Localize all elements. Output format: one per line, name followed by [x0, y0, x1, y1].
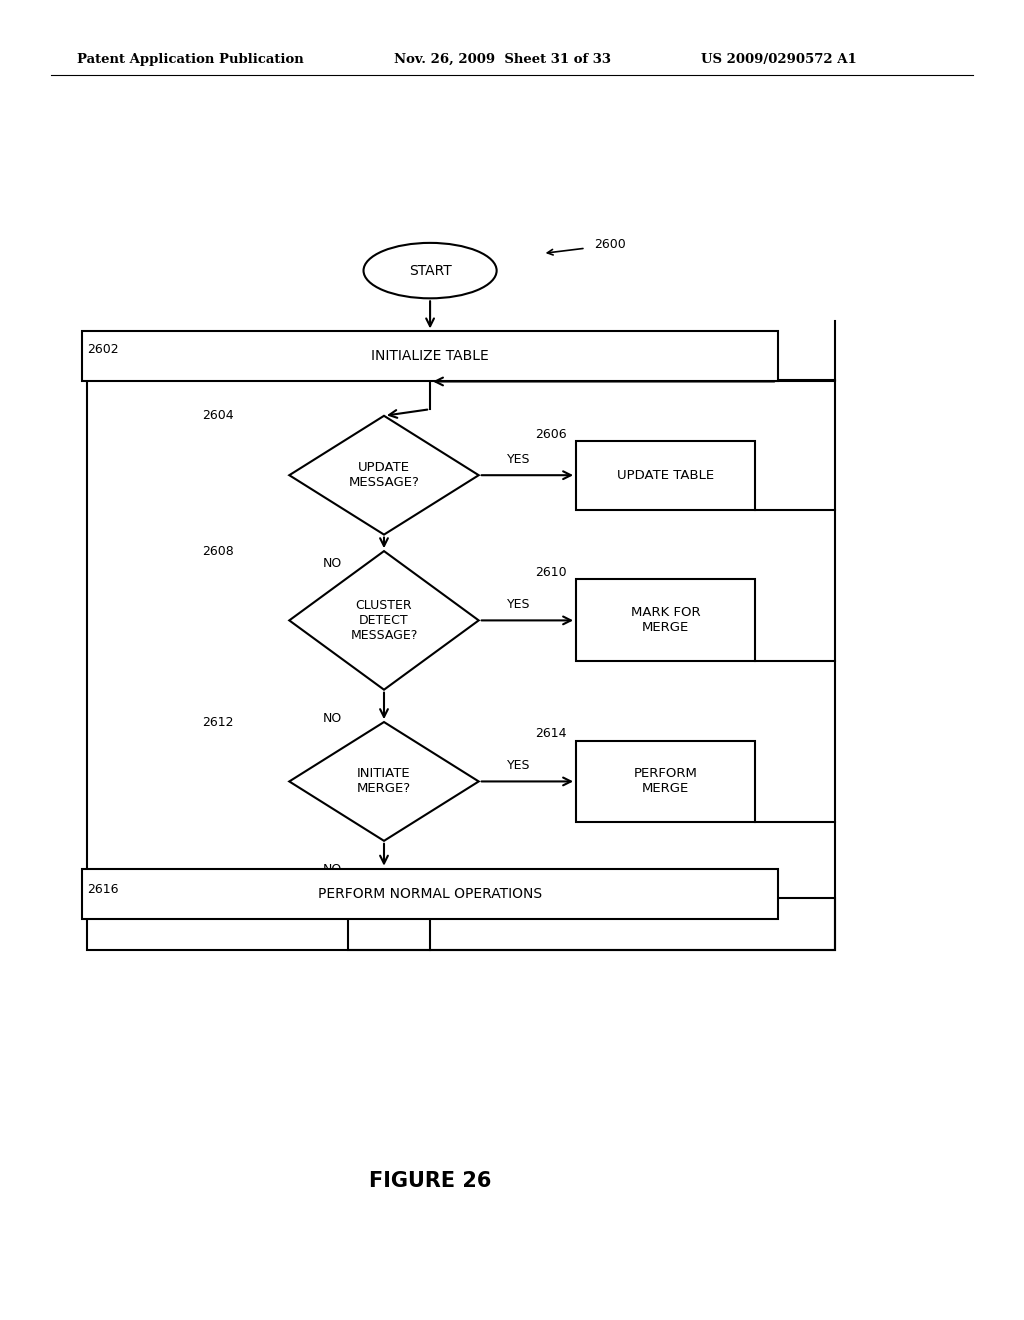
Text: NO: NO	[323, 557, 342, 570]
Text: YES: YES	[507, 453, 530, 466]
Text: INITIATE
MERGE?: INITIATE MERGE?	[357, 767, 411, 796]
Bar	[87, 380, 835, 950]
Text: MARK FOR
MERGE: MARK FOR MERGE	[631, 606, 700, 635]
Text: PERFORM
MERGE: PERFORM MERGE	[634, 767, 697, 796]
Text: 2602: 2602	[87, 343, 119, 356]
Text: 2606: 2606	[535, 428, 566, 441]
Ellipse shape	[364, 243, 497, 298]
Text: UPDATE TABLE: UPDATE TABLE	[617, 469, 714, 482]
Text: 2604: 2604	[202, 409, 233, 422]
Polygon shape	[289, 416, 479, 535]
Bar	[348, 898, 835, 950]
Text: NO: NO	[323, 713, 342, 725]
Text: PERFORM NORMAL OPERATIONS: PERFORM NORMAL OPERATIONS	[318, 887, 542, 900]
Bar	[82, 331, 778, 381]
Text: START: START	[409, 264, 452, 277]
Bar	[575, 741, 756, 822]
Text: 2616: 2616	[87, 883, 119, 896]
Text: Patent Application Publication: Patent Application Publication	[77, 53, 303, 66]
Text: 2614: 2614	[535, 727, 566, 741]
Text: CLUSTER
DETECT
MESSAGE?: CLUSTER DETECT MESSAGE?	[350, 599, 418, 642]
Bar	[575, 579, 756, 661]
Bar	[82, 869, 778, 919]
Text: INITIALIZE TABLE: INITIALIZE TABLE	[372, 350, 488, 363]
Text: YES: YES	[507, 598, 530, 611]
Text: US 2009/0290572 A1: US 2009/0290572 A1	[701, 53, 857, 66]
Bar	[575, 441, 756, 510]
Text: YES: YES	[507, 759, 530, 772]
Polygon shape	[289, 552, 479, 689]
Text: Nov. 26, 2009  Sheet 31 of 33: Nov. 26, 2009 Sheet 31 of 33	[394, 53, 611, 66]
Text: FIGURE 26: FIGURE 26	[369, 1171, 492, 1192]
Text: 2608: 2608	[202, 545, 234, 557]
Polygon shape	[289, 722, 479, 841]
Text: NO: NO	[323, 863, 342, 876]
Text: 2612: 2612	[202, 715, 233, 729]
Text: UPDATE
MESSAGE?: UPDATE MESSAGE?	[348, 461, 420, 490]
Text: 2610: 2610	[535, 566, 566, 579]
Text: 2600: 2600	[594, 238, 626, 251]
